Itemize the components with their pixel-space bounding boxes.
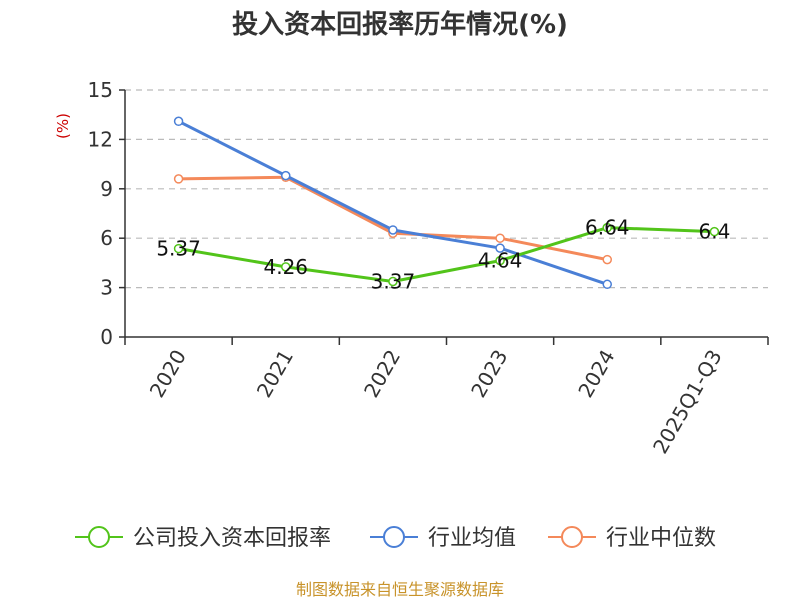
data-point xyxy=(602,254,612,265)
y-tick-label: 12 xyxy=(88,127,113,151)
data-label: 4.64 xyxy=(478,249,523,273)
y-tick-label: 3 xyxy=(100,276,113,300)
gridlines xyxy=(125,89,768,289)
data-point xyxy=(173,174,184,184)
data-label: 6.4 xyxy=(699,220,731,244)
x-tick-label: 2023 xyxy=(466,346,512,402)
data-point xyxy=(709,226,720,237)
data-labels: 5.37 4.26 3.37 4.64 6.64 6.4 xyxy=(156,216,730,294)
x-tick-label: 2021 xyxy=(252,346,298,402)
y-tick-label: 0 xyxy=(100,325,113,349)
data-point xyxy=(602,279,612,290)
x-tick-label: 2025Q1-Q3 xyxy=(648,346,727,458)
data-point xyxy=(602,222,612,233)
data-point xyxy=(388,225,398,235)
legend: 公司投入资本回报率 行业均值 行业中位数 xyxy=(75,526,716,551)
data-point xyxy=(281,262,291,272)
legend-label: 行业均值 xyxy=(428,526,516,551)
chart-title: 投入资本回报率历年情况(%) xyxy=(232,9,568,40)
x-tick-label: 2022 xyxy=(359,346,405,402)
series-line-0 xyxy=(177,226,716,284)
x-tick-label: 2020 xyxy=(145,346,191,402)
y-tick-label: 15 xyxy=(88,78,113,102)
y-axis-unit-label: (%) xyxy=(54,113,72,139)
data-point xyxy=(173,116,184,127)
y-tick-label: 6 xyxy=(100,226,113,250)
series-lines xyxy=(173,116,720,290)
legend-label: 公司投入资本回报率 xyxy=(133,526,331,551)
data-label: 4.26 xyxy=(263,255,308,279)
data-point xyxy=(281,170,291,181)
data-point xyxy=(495,233,505,243)
data-label: 5.37 xyxy=(156,237,201,261)
axes: 0 3 6 9 12 15 2020 2021 2022 2023 2024 2025Q1-Q3 xyxy=(88,78,769,458)
data-point xyxy=(173,243,184,254)
data-point xyxy=(495,255,505,266)
data-point xyxy=(388,276,398,287)
legend-marker xyxy=(383,526,405,548)
data-label: 6.64 xyxy=(585,216,630,240)
legend-marker xyxy=(88,526,110,548)
data-point xyxy=(495,243,505,253)
source-note: 制图数据来自恒生聚源数据库 xyxy=(296,580,504,599)
data-label: 3.37 xyxy=(371,270,416,294)
y-tick-label: 9 xyxy=(100,177,113,201)
legend-marker xyxy=(561,526,583,548)
x-tick-label: 2024 xyxy=(573,346,619,402)
legend-label: 行业中位数 xyxy=(606,526,716,551)
